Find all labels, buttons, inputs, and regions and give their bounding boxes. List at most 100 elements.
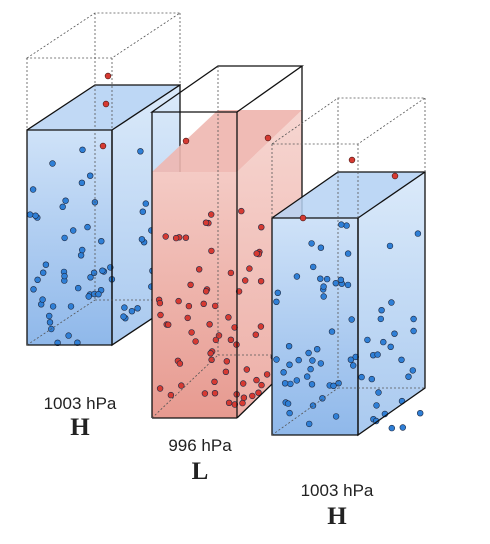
air-molecule <box>30 286 37 293</box>
escaped-molecule <box>299 214 307 222</box>
air-molecule <box>178 382 185 389</box>
air-molecule <box>215 332 223 339</box>
air-molecule <box>134 305 141 312</box>
air-molecule <box>378 307 385 314</box>
air-molecule <box>128 308 136 315</box>
air-molecule <box>211 378 218 385</box>
air-molecule <box>309 357 316 364</box>
air-molecule <box>208 356 215 363</box>
center-column-fill-front <box>152 172 237 418</box>
air-molecule <box>246 265 253 272</box>
air-molecule <box>317 275 324 282</box>
air-molecule <box>84 223 91 231</box>
air-molecule <box>42 261 50 268</box>
right-column-system-label: H <box>327 503 347 530</box>
air-molecule <box>320 293 327 300</box>
air-molecule <box>417 410 424 417</box>
air-molecule <box>373 417 380 425</box>
air-molecule <box>258 381 265 389</box>
air-molecule <box>409 367 416 374</box>
air-molecule <box>328 328 336 335</box>
air-molecule <box>310 263 317 271</box>
air-molecule <box>69 227 77 234</box>
air-molecule <box>274 289 281 296</box>
air-molecule <box>90 269 98 276</box>
air-molecule <box>377 315 384 323</box>
air-molecule <box>192 338 199 345</box>
air-molecule <box>293 377 300 384</box>
air-molecule <box>320 283 327 290</box>
air-molecule <box>242 277 249 284</box>
air-molecule <box>263 371 271 378</box>
air-molecule <box>167 391 175 399</box>
air-molecule <box>182 234 190 241</box>
air-molecule <box>225 314 232 321</box>
air-molecule <box>273 298 280 305</box>
air-molecule <box>414 230 422 237</box>
air-molecule <box>252 331 260 338</box>
air-molecule <box>32 212 39 219</box>
air-molecule <box>54 339 61 346</box>
air-molecule <box>49 160 56 167</box>
air-molecule <box>231 401 239 408</box>
air-molecule <box>207 350 214 357</box>
air-molecule <box>286 409 293 417</box>
air-molecule <box>257 278 265 285</box>
air-molecule <box>317 360 324 367</box>
air-molecule <box>308 381 316 388</box>
air-molecule <box>139 208 147 215</box>
air-molecule <box>39 296 46 303</box>
air-molecule <box>85 293 92 300</box>
escaped-molecule <box>104 72 112 80</box>
air-molecule <box>410 327 417 335</box>
air-molecule <box>347 356 355 363</box>
air-molecule <box>202 288 210 295</box>
air-molecule <box>78 246 86 254</box>
air-molecule <box>344 281 352 289</box>
air-molecule <box>343 222 350 229</box>
air-molecule <box>46 319 54 326</box>
air-molecule <box>77 252 85 259</box>
right-column <box>270 97 427 437</box>
air-molecule <box>62 197 69 204</box>
air-molecule <box>238 207 245 215</box>
air-molecule <box>211 390 219 397</box>
air-molecule <box>99 267 106 274</box>
air-molecule <box>156 299 164 307</box>
air-molecule <box>375 389 382 396</box>
air-molecule <box>309 402 317 409</box>
air-molecule <box>386 242 394 250</box>
air-molecule <box>243 366 251 373</box>
air-molecule <box>285 343 293 350</box>
air-molecule <box>227 269 235 277</box>
air-molecule <box>373 402 380 409</box>
air-molecule <box>293 273 301 280</box>
air-molecule <box>253 250 260 257</box>
escaped-molecule <box>182 137 190 145</box>
air-molecule <box>338 221 345 228</box>
left-column-fill-top <box>27 85 180 130</box>
air-molecule <box>332 413 340 420</box>
air-molecule <box>86 172 94 179</box>
air-molecule <box>388 299 395 306</box>
air-molecule <box>399 424 406 431</box>
air-molecule <box>364 336 371 344</box>
air-molecule <box>374 351 381 358</box>
air-molecule <box>26 211 34 218</box>
center-column-fill-top <box>152 110 302 172</box>
air-molecule <box>208 211 215 218</box>
air-molecule <box>201 390 209 397</box>
air-molecule <box>306 420 313 428</box>
air-molecule <box>34 276 41 283</box>
air-molecule <box>61 234 68 242</box>
air-molecule <box>49 303 57 310</box>
air-molecule <box>350 362 357 369</box>
air-molecule <box>249 392 256 400</box>
air-molecule <box>405 373 412 380</box>
air-molecule <box>222 368 230 375</box>
air-molecule <box>391 330 398 337</box>
air-molecule <box>137 148 144 155</box>
air-molecule <box>323 275 331 283</box>
air-molecule <box>239 399 246 407</box>
